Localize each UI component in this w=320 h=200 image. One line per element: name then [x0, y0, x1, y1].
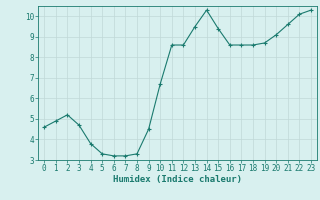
- X-axis label: Humidex (Indice chaleur): Humidex (Indice chaleur): [113, 175, 242, 184]
